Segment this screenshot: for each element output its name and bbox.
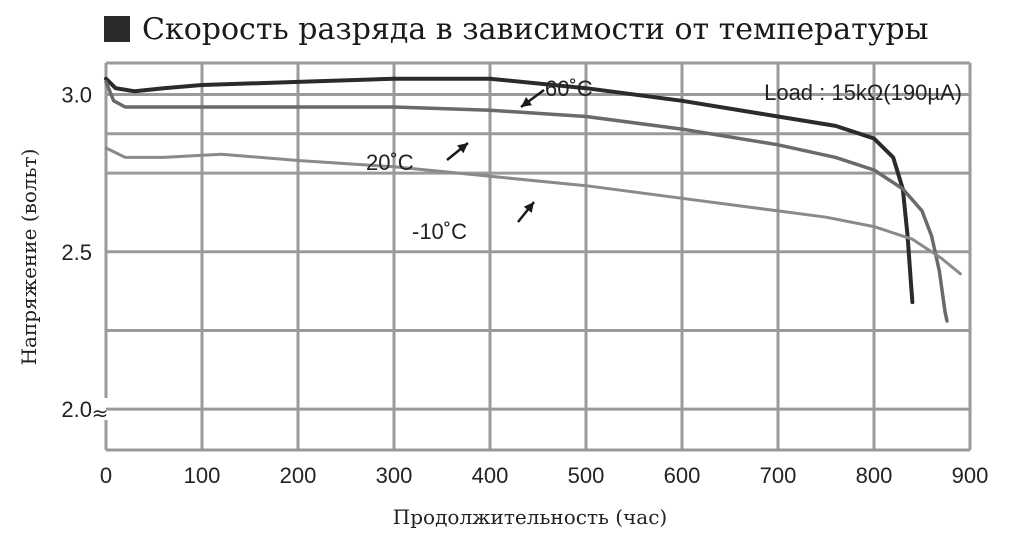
x-tick-label: 900: [952, 463, 989, 488]
y-axis-label: Напряжение (вольт): [17, 149, 41, 366]
series-lines: [104, 76, 962, 323]
x-axis-label: Продолжительность (час): [393, 505, 667, 529]
series-line: [104, 76, 915, 305]
series-line: [104, 80, 949, 323]
series-arrow-head: [521, 97, 532, 107]
x-tick-label: 0: [100, 463, 112, 488]
y-tick-label: 2.5: [61, 240, 92, 265]
chart-text: 0 100 200 300 400 500 600 700 800 900 2.0 2.5 3.0 ≈ Пр…: [17, 76, 988, 529]
series-arrows: [446, 88, 545, 223]
grid: [104, 61, 972, 452]
y-tick-label: 3.0: [61, 82, 92, 107]
series-label: 60˚C: [545, 76, 593, 101]
y-tick-label: 2.0: [61, 397, 92, 422]
series-arrow-head: [457, 143, 468, 154]
load-annotation: Load : 15kΩ(190µA): [764, 80, 962, 105]
series-label: -10˚C: [412, 219, 467, 244]
x-tick-label: 600: [664, 463, 701, 488]
x-tick-label: 100: [184, 463, 221, 488]
x-tick-label: 300: [376, 463, 413, 488]
x-tick-label: 800: [856, 463, 893, 488]
chart-title: Скорость разряда в зависимости от темпер…: [142, 11, 929, 47]
x-tick-label: 700: [760, 463, 797, 488]
x-tick-label: 500: [568, 463, 605, 488]
axis-break-mark: ≈: [92, 401, 109, 425]
title-bullet-square: [104, 16, 130, 42]
x-tick-label: 400: [472, 463, 509, 488]
x-tick-label: 200: [280, 463, 317, 488]
series-label: 20˚C: [366, 150, 414, 175]
chart-title-row: Скорость разряда в зависимости от темпер…: [104, 6, 929, 52]
series-arrow-head: [523, 202, 534, 213]
series-line: [104, 146, 962, 276]
